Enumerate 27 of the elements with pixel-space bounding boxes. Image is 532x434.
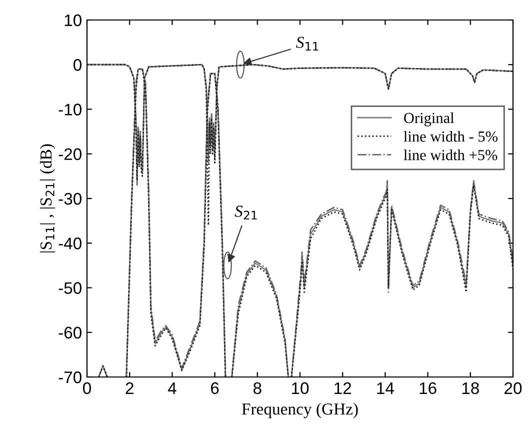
- x-tick-label: 10: [292, 382, 309, 394]
- y-tick-label: -60: [58, 326, 82, 339]
- x-tick-label: 2: [126, 382, 134, 394]
- x-tick-label: 0: [83, 382, 91, 394]
- y-tick-label: -50: [58, 282, 82, 294]
- y-tick-label: 0: [74, 59, 82, 71]
- y-tick-label: -20: [58, 148, 82, 160]
- x-tick-label: 4: [168, 382, 176, 394]
- y-tick-label: -30: [58, 192, 82, 205]
- y-tick-label: 10: [64, 14, 82, 26]
- y-tick-label: -10: [58, 104, 82, 116]
- x-tick-label: 14: [377, 382, 394, 394]
- x-axis-title: Frequency (GHz): [242, 402, 358, 418]
- legend-label: line width - 5%: [404, 130, 498, 142]
- x-tick-label: 16: [420, 382, 436, 394]
- legend-label: Original: [404, 112, 454, 126]
- y-axis-title: |S$_{11}$| , |S$_{21}$| (dB): [40, 144, 56, 252]
- annotation: S$_{21}$: [234, 206, 257, 220]
- x-tick-label: 18: [462, 382, 479, 394]
- annotation: S$_{11}$: [296, 36, 318, 51]
- legend-label: line width +5%: [404, 149, 498, 160]
- x-tick-label: 12: [334, 382, 352, 394]
- x-tick-label: 20: [504, 382, 522, 394]
- y-tick-label: -70: [58, 371, 82, 384]
- x-tick-label: 6: [211, 382, 219, 394]
- x-tick-label: 8: [253, 382, 262, 394]
- y-tick-label: -40: [58, 238, 82, 250]
